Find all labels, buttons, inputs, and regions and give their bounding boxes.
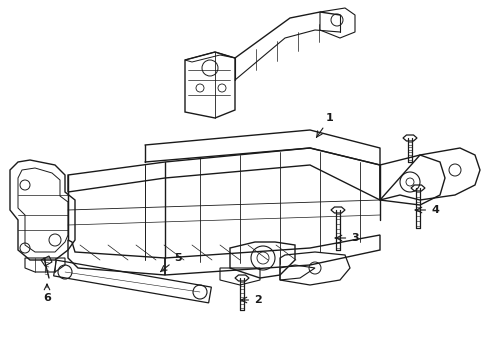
Text: 5: 5 — [162, 253, 182, 270]
Text: 1: 1 — [318, 113, 334, 136]
Text: 4: 4 — [418, 205, 439, 215]
Text: 3: 3 — [338, 233, 359, 243]
Text: 6: 6 — [43, 286, 51, 303]
Text: 2: 2 — [243, 295, 262, 305]
